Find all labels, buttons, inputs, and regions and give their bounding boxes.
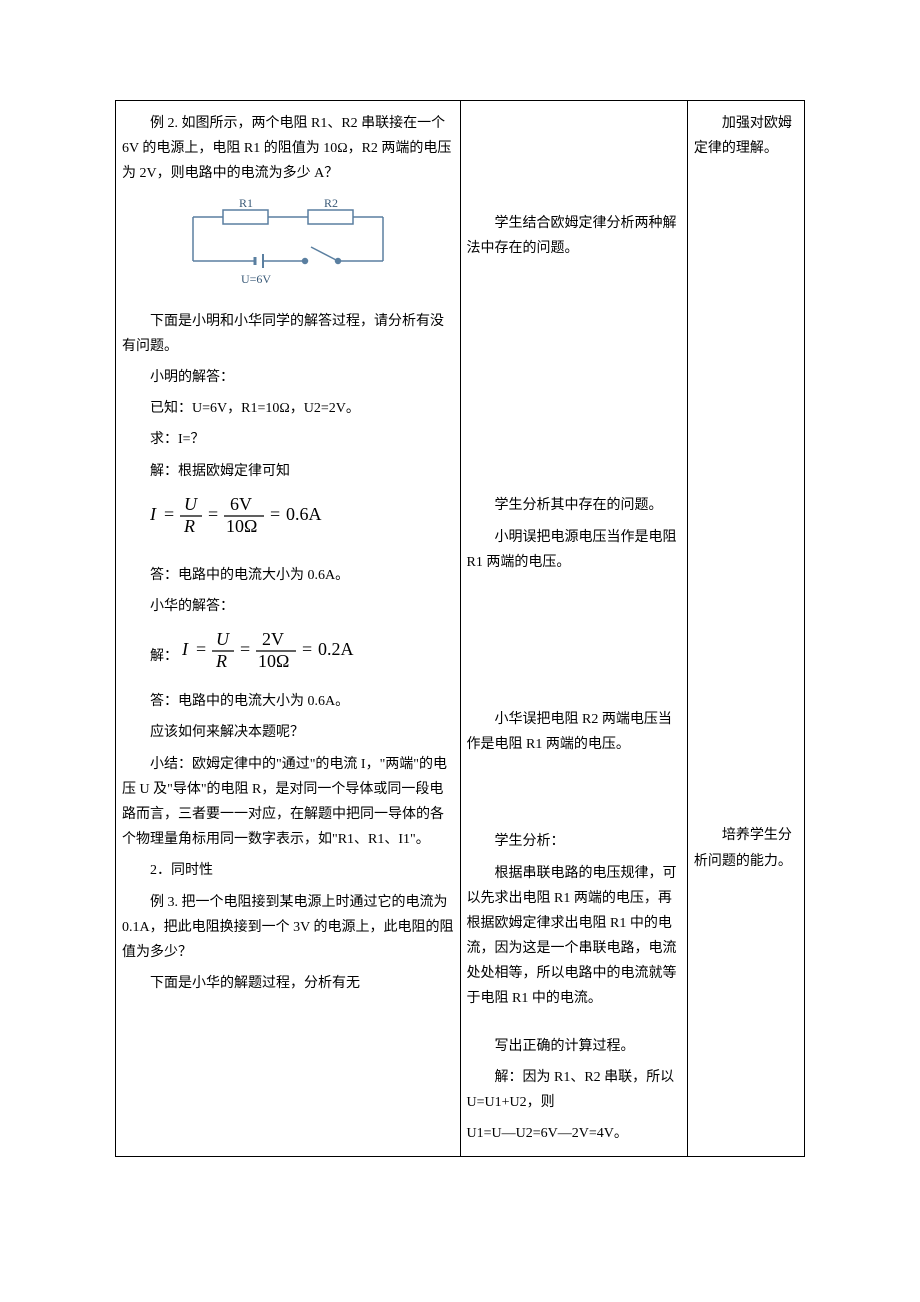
lesson-plan-table: 例 2. 如图所示，两个电阻 R1、R2 串联接在一个 6V 的电源上，电阻 R… xyxy=(115,100,805,1157)
xiaohua-heading: 小华的解答： xyxy=(122,594,454,619)
formula2-wrap: 解： I = U R = 2V 10Ω = xyxy=(150,629,454,671)
solution-heading: 解：根据欧姆定律可知 xyxy=(122,459,454,484)
design-note2: 培养学生分析问题的能力。 xyxy=(694,823,798,873)
u-label: U=6V xyxy=(241,272,271,286)
section2-heading: 2．同时性 xyxy=(122,858,454,883)
known-values: 已知：U=6V，R1=10Ω，U2=2V。 xyxy=(122,396,454,421)
circuit-diagram: R1 R2 U=6V xyxy=(122,197,454,297)
example3-problem: 例 3. 把一个电阻接到某电源上时通过它的电流为 0.1A，把此电阻换接到一个 … xyxy=(122,890,454,966)
circuit-svg: R1 R2 U=6V xyxy=(173,197,403,297)
student-analysis-heading: 学生分析： xyxy=(467,829,681,854)
svg-text:=: = xyxy=(164,504,174,524)
correct-solution: 解：因为 R1、R2 串联，所以 U=U1+U2，则 xyxy=(467,1065,681,1115)
svg-text:=: = xyxy=(196,639,206,659)
svg-text:=: = xyxy=(240,639,250,659)
svg-text:0.2A: 0.2A xyxy=(318,639,354,659)
design-note1: 加强对欧姆定律的理解。 xyxy=(694,111,798,161)
formula2-prefix: 解： xyxy=(150,644,178,669)
student-note4: 小华误把电阻 R2 两端电压当作是电阻 R1 两端的电压。 xyxy=(467,707,681,757)
svg-text:10Ω: 10Ω xyxy=(226,516,257,536)
svg-text:2V: 2V xyxy=(262,629,284,649)
student-activity-column: 学生结合欧姆定律分析两种解法中存在的问题。 学生分析其中存在的问题。 小明误把电… xyxy=(461,101,687,1156)
svg-text:I: I xyxy=(182,639,189,659)
student-analysis-text: 根据串联电路的电压规律，可以先求出电阻 R1 两端的电压，再根据欧姆定律求出电阻… xyxy=(467,861,681,1012)
svg-text:=: = xyxy=(270,504,280,524)
summary-text: 小结：欧姆定律中的"通过"的电流 I，"两端"的电压 U 及"导体"的电阻 R，… xyxy=(122,752,454,853)
svg-text:R: R xyxy=(183,516,195,536)
design-intent-column: 加强对欧姆定律的理解。 培养学生分析问题的能力。 xyxy=(688,101,804,884)
seek-value: 求：I=？ xyxy=(122,427,454,452)
u1-calc: U1=U—U2=6V—2V=4V。 xyxy=(467,1121,681,1146)
analyze-prompt: 下面是小明和小华同学的解答过程，请分析有没有问题。 xyxy=(122,309,454,359)
write-correct-process: 写出正确的计算过程。 xyxy=(467,1034,681,1059)
svg-text:U: U xyxy=(184,494,198,514)
how-to-solve: 应该如何来解决本题呢？ xyxy=(122,720,454,745)
example2-problem: 例 2. 如图所示，两个电阻 R1、R2 串联接在一个 6V 的电源上，电阻 R… xyxy=(122,111,454,187)
formula1-svg: I = U R = 6V 10Ω = 0.6A xyxy=(150,494,370,536)
svg-text:6V: 6V xyxy=(230,494,252,514)
r1-label: R1 xyxy=(239,197,253,210)
svg-text:=: = xyxy=(208,504,218,524)
svg-text:I: I xyxy=(150,504,157,524)
svg-text:=: = xyxy=(302,639,312,659)
teacher-activity-column: 例 2. 如图所示，两个电阻 R1、R2 串联接在一个 6V 的电源上，电阻 R… xyxy=(116,101,460,1006)
student-note1: 学生结合欧姆定律分析两种解法中存在的问题。 xyxy=(467,211,681,261)
r2-label: R2 xyxy=(324,197,338,210)
student-note2: 学生分析其中存在的问题。 xyxy=(467,493,681,518)
example3-prompt: 下面是小华的解题过程，分析有无 xyxy=(122,971,454,996)
formula2-svg: I = U R = 2V 10Ω = 0.2A xyxy=(182,629,412,671)
student-note3: 小明误把电源电压当作是电阻 R1 两端的电压。 xyxy=(467,525,681,575)
svg-text:10Ω: 10Ω xyxy=(258,651,289,671)
xiaoming-heading: 小明的解答： xyxy=(122,365,454,390)
svg-text:U: U xyxy=(216,629,230,649)
svg-text:0.6A: 0.6A xyxy=(286,504,322,524)
answer2: 答：电路中的电流大小为 0.6A。 xyxy=(122,689,454,714)
answer1: 答：电路中的电流大小为 0.6A。 xyxy=(122,563,454,588)
formula1-wrap: I = U R = 6V 10Ω = 0.6A xyxy=(150,494,454,545)
svg-text:R: R xyxy=(215,651,227,671)
